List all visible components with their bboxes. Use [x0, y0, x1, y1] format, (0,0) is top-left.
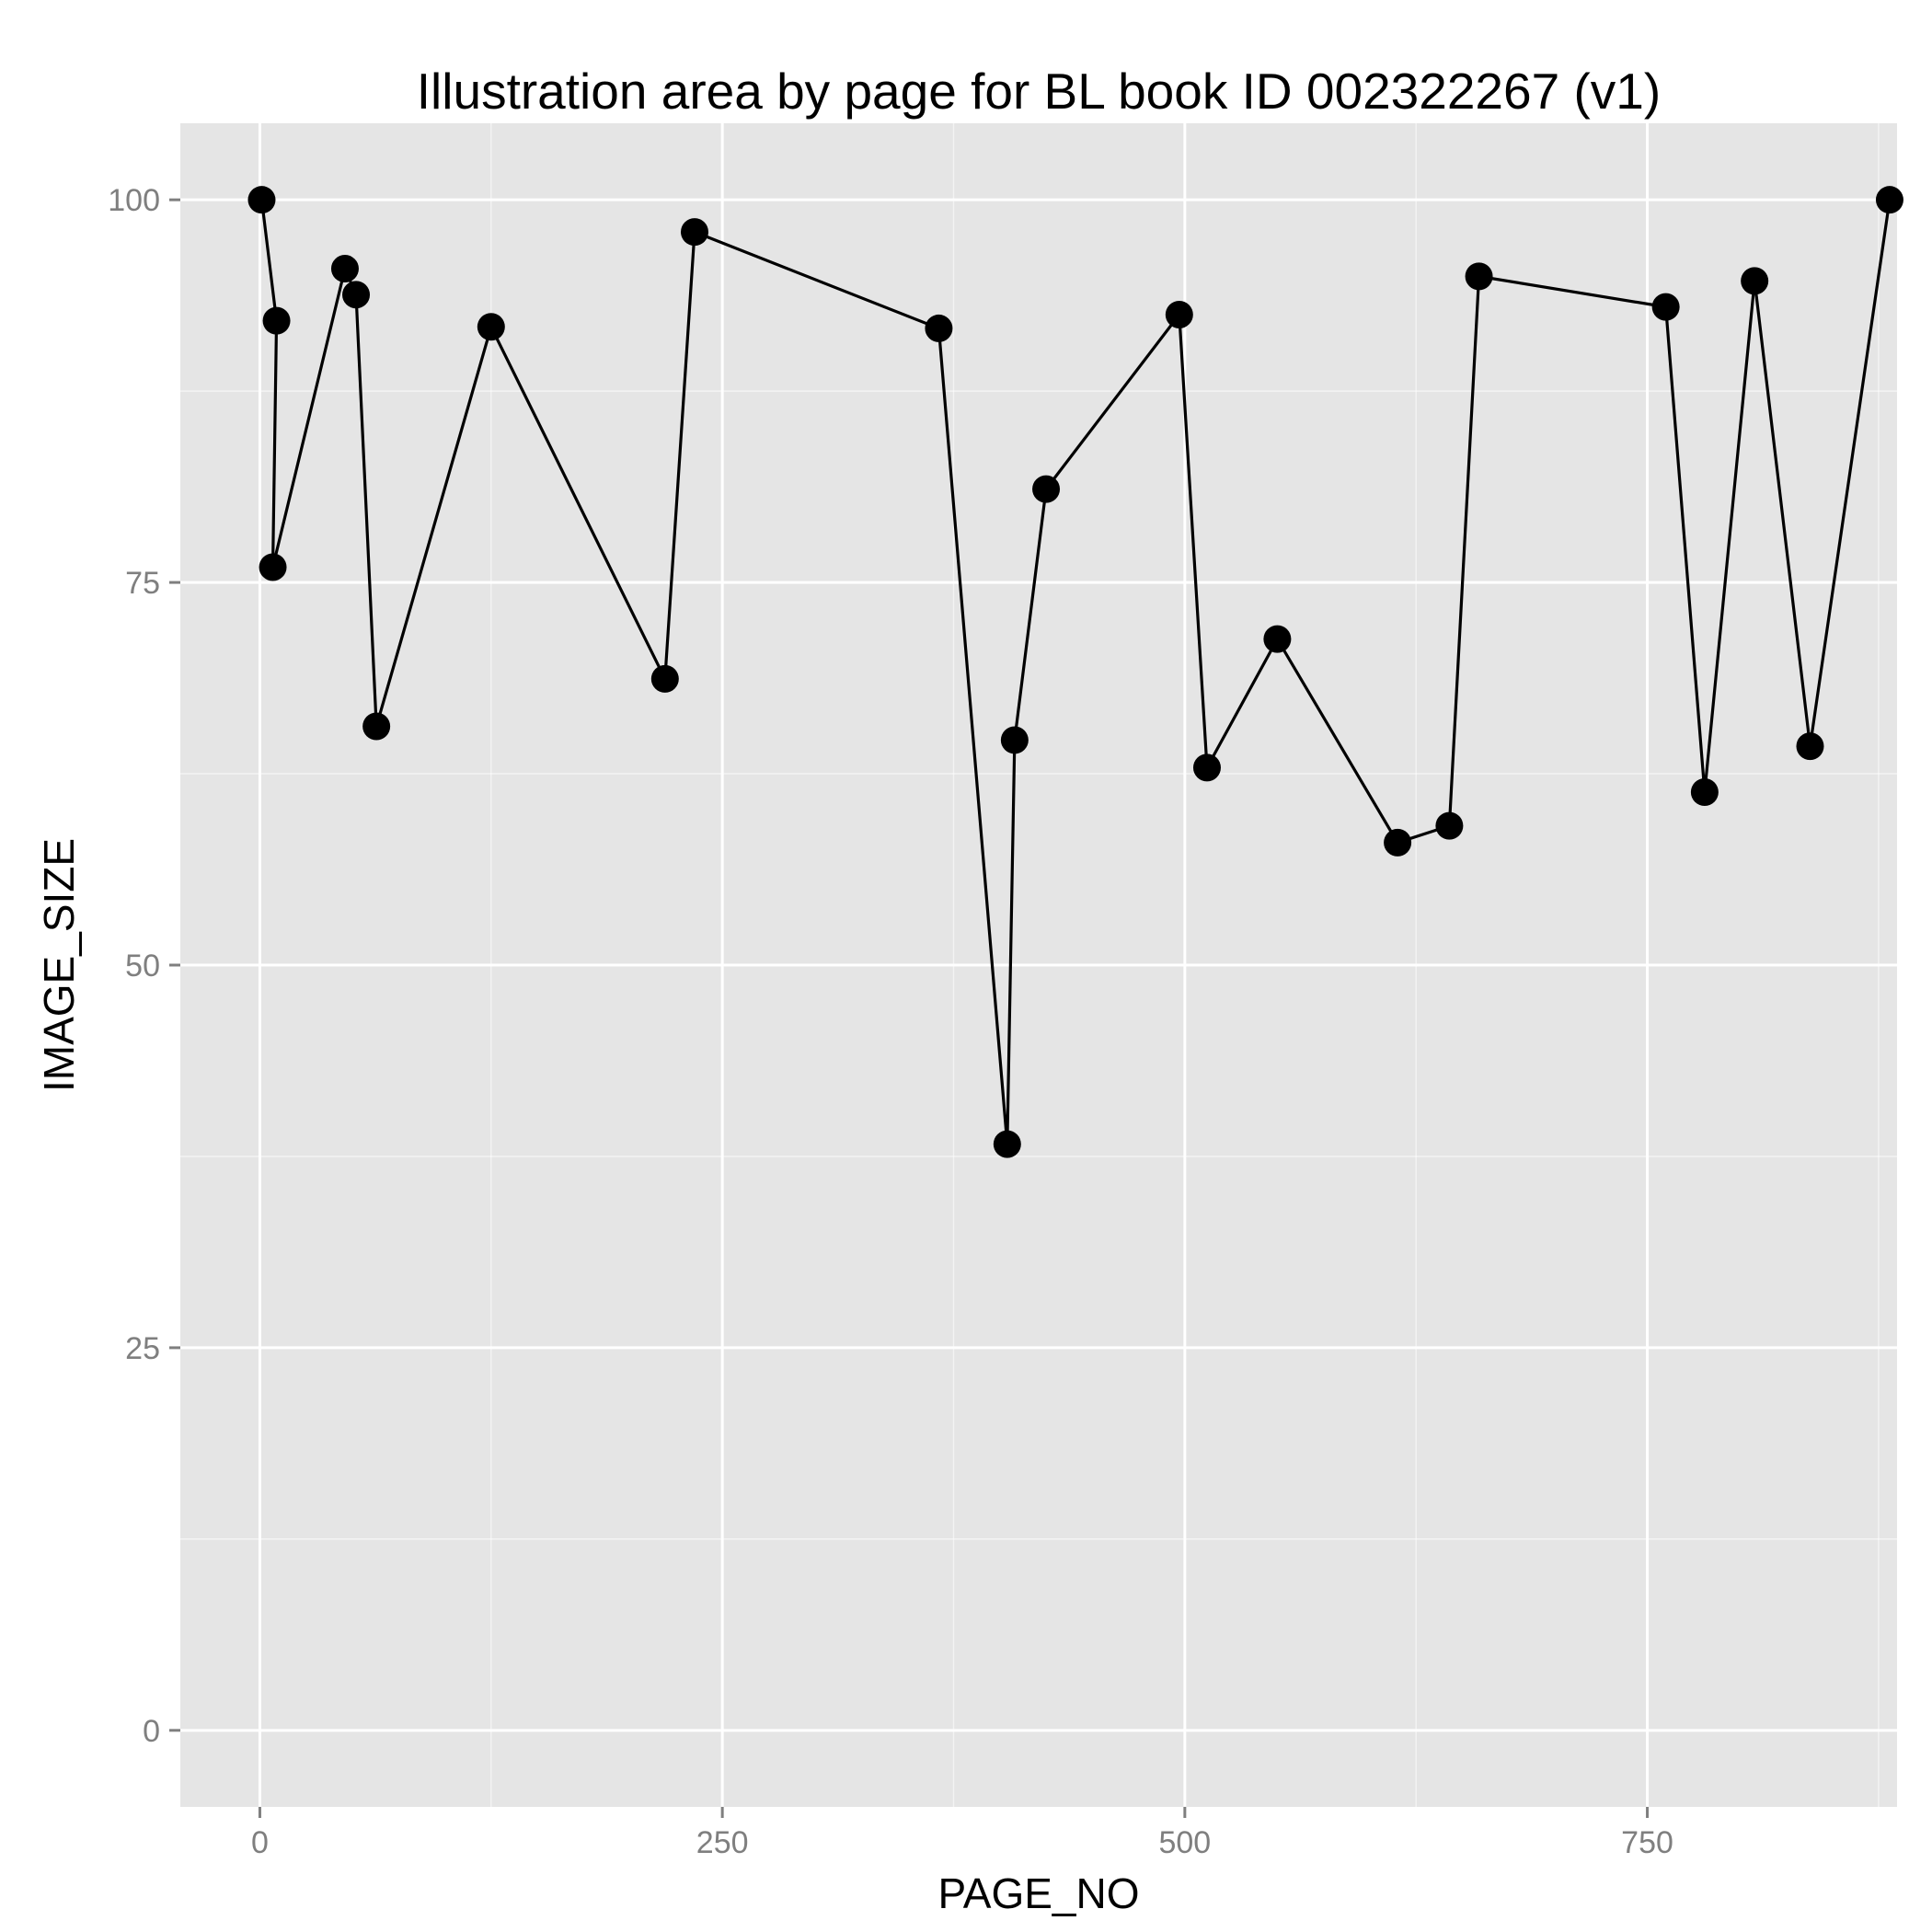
x-tick-label: 750 — [1621, 1825, 1673, 1860]
y-tick-label: 25 — [125, 1331, 160, 1366]
y-axis-title: IMAGE_SIZE — [35, 838, 83, 1092]
data-point — [1192, 753, 1221, 782]
data-point — [1741, 267, 1769, 295]
y-tick-label: 75 — [125, 566, 160, 601]
data-point — [1690, 778, 1719, 807]
data-point — [993, 1130, 1021, 1158]
data-point — [680, 218, 708, 247]
data-point — [1384, 828, 1412, 857]
data-point — [342, 281, 371, 309]
x-tick-label: 250 — [696, 1825, 749, 1860]
y-tick-label: 50 — [125, 949, 160, 983]
data-point — [247, 186, 276, 214]
y-tick-label: 0 — [143, 1714, 160, 1749]
data-point — [1000, 726, 1029, 754]
data-point — [925, 314, 953, 342]
data-point — [1435, 811, 1464, 840]
series-layer — [247, 186, 1903, 1158]
data-point — [330, 255, 359, 283]
data-point — [477, 313, 505, 341]
x-tick-label: 0 — [251, 1825, 269, 1860]
chart-title: Illustration area by page for BL book ID… — [417, 63, 1661, 120]
data-point — [650, 664, 679, 693]
data-point — [1263, 625, 1292, 653]
ticks-layer: 0 250 500 750 0 25 50 75 100 — [108, 183, 1673, 1860]
data-point — [362, 712, 391, 741]
data-point — [1875, 186, 1903, 214]
data-point — [1465, 262, 1493, 291]
y-tick-label: 100 — [108, 183, 160, 218]
data-point — [1032, 475, 1061, 503]
data-point — [1651, 293, 1680, 321]
x-axis-title: PAGE_NO — [938, 1869, 1140, 1917]
data-point — [1165, 300, 1193, 328]
data-point — [259, 553, 287, 581]
x-tick-label: 500 — [1158, 1825, 1211, 1860]
data-point — [1796, 732, 1824, 761]
data-point — [262, 306, 291, 335]
